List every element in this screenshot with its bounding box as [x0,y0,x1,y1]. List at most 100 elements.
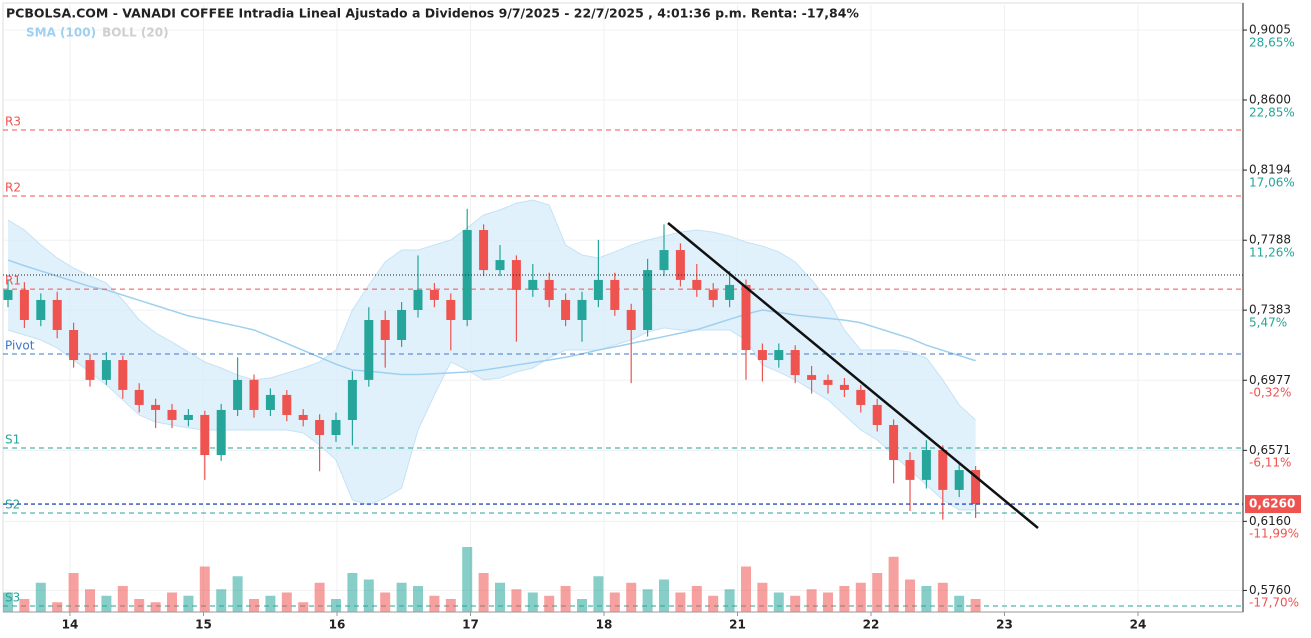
candle-body [446,299,456,320]
candle-body [151,404,161,410]
pivot-label: R2 [5,180,21,194]
x-tick-label: 22 [863,618,880,632]
volume-bar [560,586,571,612]
chart-title: PCBOLSA.COM - VANADI COFFEE Intradia Lin… [6,6,859,21]
candle-body [331,419,341,435]
volume-bar [691,586,702,612]
y2-tick-label: 17,06% [1249,176,1295,190]
volume-bar [626,582,637,612]
candle-body [790,350,800,376]
volume-bar [3,592,13,612]
candle-body [52,299,62,330]
candle-body [134,389,144,405]
candle-body [183,414,193,420]
candle-body [495,260,505,271]
y-tick-label: 0,6977 [1249,373,1291,387]
volume-bar [199,566,210,612]
y2-tick-label: 22,85% [1249,106,1295,120]
candle-body [741,284,751,351]
y2-tick-label: 28,65% [1249,35,1295,49]
volume-bar [478,573,489,612]
x-tick-label: 17 [462,618,479,632]
y-tick-label: 0,6571 [1249,443,1291,457]
candle-body [85,360,95,380]
volume-bar [298,602,309,612]
volume-bar [134,599,145,612]
candle-body [708,289,718,300]
candle-body [905,460,915,480]
candle-body [774,350,784,361]
volume-bar [117,586,128,612]
volume-bar [281,592,292,612]
volume-bar [609,592,620,612]
candle-body [413,289,423,310]
candle-body [167,409,177,420]
volume-bar [708,595,719,612]
legend-entry: SMA (100) [26,26,96,40]
volume-bar [593,576,604,612]
volume-bar [888,556,899,612]
volume-bar [363,579,374,612]
volume-bar [347,573,358,612]
volume-bar [35,582,46,612]
y2-tick-label: 11,26% [1249,246,1295,260]
last-price-box [1245,495,1301,514]
volume-bar [462,547,473,612]
volume-bar [741,566,751,612]
candle-body [872,404,882,425]
candle-body [479,230,489,271]
candle-body [659,250,669,271]
volume-bar [905,579,915,612]
x-tick-label: 18 [596,618,613,632]
x-tick-label: 16 [329,618,346,632]
y2-tick-label: -6,11% [1249,456,1291,470]
volume-bar [659,579,669,612]
volume-bar [183,595,194,612]
candle-body [889,424,899,461]
y-tick-label: 0,5760 [1249,583,1291,597]
candle-body [364,319,374,380]
candle-body [36,299,46,320]
volume-bar [216,589,227,612]
y-tick-label: 0,8194 [1249,163,1291,177]
volume-bar [101,595,112,612]
candle-body [823,379,833,385]
volume-bar [970,599,981,612]
candle-body [249,379,259,410]
x-tick-label: 24 [1130,618,1147,632]
volume-bar [577,599,587,612]
volume-bar [773,592,784,612]
candle-body [692,279,702,290]
y-tick-label: 0,9005 [1249,23,1291,37]
candle-body [380,319,390,341]
volume-bar [937,582,948,612]
y2-tick-label: -0,32% [1249,386,1291,400]
bollinger-lower [7,327,976,511]
last-price-label: 0,6260 [1249,497,1295,511]
candle-body [19,289,29,320]
candle-body [725,284,735,300]
y-tick-label: 0,7383 [1249,303,1291,317]
trend-line [667,222,1039,529]
volume-bar [52,602,63,612]
volume-bar [872,573,883,612]
volume-bar [921,586,932,612]
y2-tick-label: -17,70% [1249,596,1299,610]
volume-bar [380,592,391,612]
candle-body [282,394,292,415]
volume-bar [544,595,555,612]
x-tick-label: 23 [996,618,1013,632]
volume-bar [806,589,817,612]
candle-body [544,279,554,300]
volume-bar [757,582,768,612]
candle-body [429,289,439,300]
candle-body [118,360,128,390]
volume-bar [790,595,801,612]
candle-body [938,450,948,490]
y-tick-label: 0,8600 [1249,92,1291,106]
pivot-label: R3 [5,115,21,129]
candle-body [528,279,538,290]
candle-body [593,279,603,300]
candle-body [856,389,866,405]
volume-bar [314,582,325,612]
